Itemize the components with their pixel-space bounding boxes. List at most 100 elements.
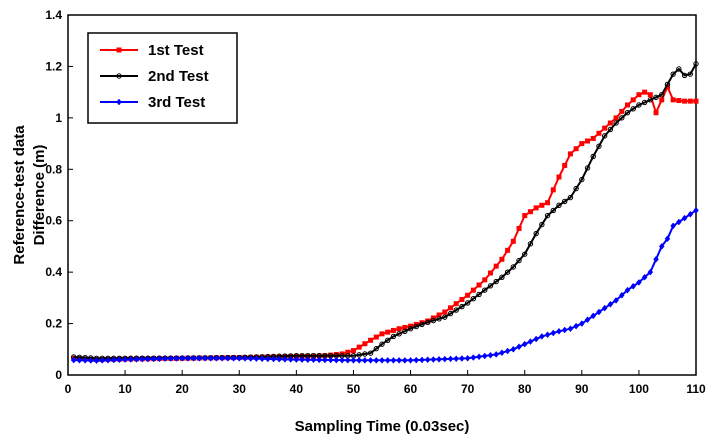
series-2-point [379,341,385,347]
series-3-point [573,322,579,330]
series-3-point [162,355,168,363]
series-3-point [167,355,174,362]
series-2-point [550,207,556,214]
series-1-point [470,287,476,293]
series-2-point [482,287,488,293]
series-3-point [436,355,442,363]
series-3-point [613,297,619,304]
series-1-point [579,141,585,147]
series-1-point [442,309,448,315]
series-2-point [681,72,688,79]
series-2-point [579,176,585,183]
y-tick-label: 1.2 [45,59,62,73]
series-1-point [676,98,682,103]
series-1-point [653,110,659,116]
series-3-point [556,327,562,335]
series-1-point [545,200,551,206]
series-3-point [145,355,151,363]
series-1-point [476,282,482,288]
series-1-point [539,202,545,208]
x-tick-label: 100 [629,382,649,396]
series-1-point [624,102,630,108]
series-2-point [556,202,562,208]
series-3-point [636,279,642,286]
series-3-point [225,354,231,362]
series-2-point [636,102,642,108]
series-3-point [230,354,237,362]
series-3-point [641,273,648,281]
series-2-point [459,303,465,310]
series-1-point [505,247,511,253]
series-3-point [293,356,300,363]
series-1-point [356,344,362,350]
series-2-point [470,296,477,302]
series-3-point [544,331,551,339]
series-3-point [670,222,676,230]
series-3-point [270,355,277,363]
series-3-point [596,308,602,316]
series-2-point [624,110,631,116]
series-2-point [533,230,539,237]
series-3-point [379,356,385,364]
series-1-point [670,97,676,103]
series-3-point [127,356,134,363]
series-1-point [453,301,459,307]
series-1-point [390,327,396,333]
series-1-point [642,89,648,95]
series-3-point [413,356,420,364]
series-3-point [584,316,591,324]
series-1-point [596,130,602,136]
series-1-point [510,238,516,244]
series-1-point [585,138,591,144]
series-3-point [282,355,288,363]
series-2-point [447,310,454,317]
series-1-point [567,151,573,157]
series-3-point [676,218,682,226]
series-3-point [82,356,88,364]
series-1-point [647,92,653,98]
series-2-point [664,81,671,88]
y-tick-label: 0.8 [45,162,62,176]
series-3-point [196,354,203,362]
series-1-point [482,277,488,283]
y-tick-label: 0.6 [45,214,62,228]
series-3-point [110,356,117,364]
legend-swatch-marker [116,73,122,79]
series-2-point [487,283,494,289]
series-3-point [464,354,471,362]
series-2-point [396,331,402,337]
series-3-point [499,349,505,357]
series-3-point [459,355,465,362]
series-1-point [396,326,402,332]
series-2-point [613,120,619,126]
series-3-point [259,355,265,363]
series-3-point [693,207,699,214]
x-tick-label: 40 [290,382,304,396]
series-3-point [453,355,460,363]
series-3-point [253,355,260,363]
series-3-point [133,355,140,363]
series-2-point [630,106,636,112]
x-tick-label: 20 [176,382,190,396]
series-1-point [368,337,374,343]
series-3-point [139,355,146,363]
series-3-point [624,286,631,294]
series-2-point [687,71,693,77]
series-1-point [448,305,454,311]
x-tick-label: 30 [233,382,247,396]
series-3-point [339,356,345,364]
y-tick-label: 0 [55,368,62,382]
series-3-point [207,354,214,362]
x-tick-label: 70 [461,382,475,396]
series-1-point [693,98,699,104]
series-3-point [185,354,191,362]
series-2-point [590,153,596,160]
series-3-point [99,357,106,364]
series-3-point [362,356,368,364]
series-3-point [539,333,545,340]
x-tick-label: 110 [686,382,706,396]
series-2-point [424,319,431,325]
series-2-point [504,269,511,275]
series-3-point [88,357,94,364]
series-3-point [390,356,397,364]
